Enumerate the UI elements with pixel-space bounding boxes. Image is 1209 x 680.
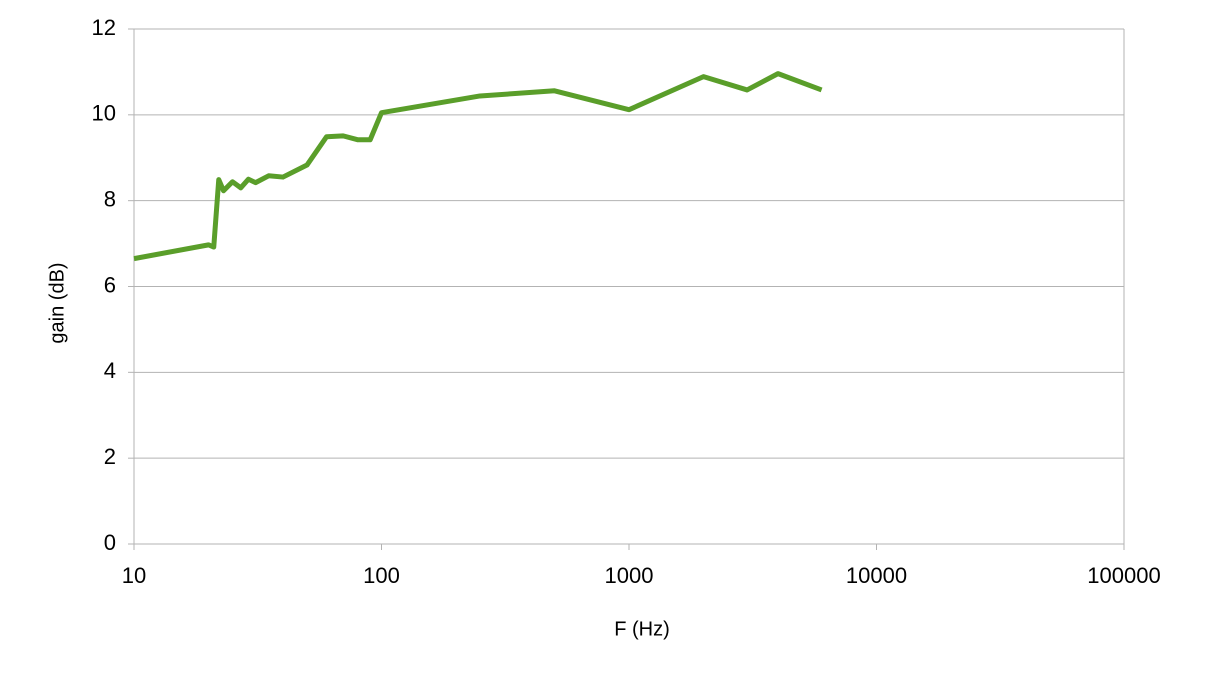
x-tick-label: 100000 [1087, 563, 1160, 588]
y-tick-label: 12 [92, 15, 116, 40]
x-tick-label: 1000 [605, 563, 654, 588]
y-tick-label: 10 [92, 101, 116, 126]
y-tick-label: 8 [104, 186, 116, 211]
x-tick-label: 10000 [846, 563, 907, 588]
y-axis-label: gain (dB) [46, 262, 68, 343]
x-tick-label: 10 [122, 563, 146, 588]
y-tick-label: 2 [104, 444, 116, 469]
x-tick-label: 100 [363, 563, 400, 588]
y-tick-label: 0 [104, 530, 116, 555]
y-tick-label: 6 [104, 272, 116, 297]
x-axis-label: F (Hz) [614, 618, 670, 640]
data-line [133, 71, 823, 262]
y-tick-label: 4 [104, 358, 116, 383]
